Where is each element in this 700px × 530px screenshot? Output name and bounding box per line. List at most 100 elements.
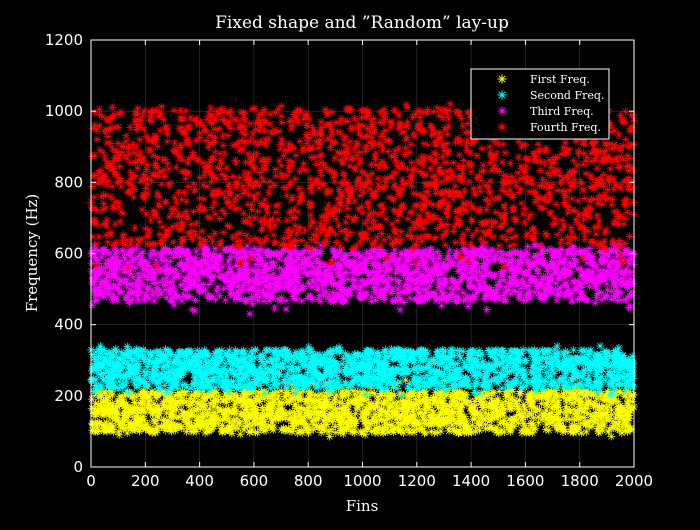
data-point (426, 369, 434, 377)
data-point (98, 391, 106, 399)
data-point (205, 378, 213, 386)
data-point (453, 359, 461, 367)
data-point (285, 416, 293, 424)
data-point (94, 419, 102, 427)
data-point (362, 374, 370, 382)
data-point (410, 373, 418, 381)
data-point (142, 380, 150, 388)
data-point (363, 425, 371, 433)
data-point (585, 398, 593, 406)
data-point (257, 356, 265, 364)
data-point (229, 405, 237, 413)
data-point (232, 384, 240, 392)
data-point (292, 389, 300, 397)
data-point (106, 373, 114, 381)
data-point (334, 381, 342, 389)
data-point (283, 370, 291, 378)
data-point (154, 357, 162, 365)
data-point (475, 346, 483, 354)
data-point (594, 389, 602, 397)
data-point (555, 419, 563, 427)
data-point (210, 399, 218, 407)
data-point (343, 368, 351, 376)
data-point (440, 406, 448, 414)
data-point (160, 403, 168, 411)
data-point (610, 424, 618, 432)
data-point (281, 393, 289, 401)
data-point (255, 376, 263, 384)
data-point (435, 416, 443, 424)
data-point (341, 350, 349, 358)
data-point (595, 412, 603, 420)
data-point (295, 365, 303, 373)
data-point (132, 347, 140, 355)
data-point (143, 371, 151, 379)
data-point (590, 402, 598, 410)
data-point (520, 375, 528, 383)
data-point (268, 356, 276, 364)
data-point (231, 424, 239, 432)
data-point (182, 348, 190, 356)
data-point (101, 423, 109, 431)
data-point (551, 403, 559, 411)
data-point (460, 363, 468, 371)
data-point (508, 420, 516, 428)
data-point (173, 384, 181, 392)
data-point (385, 371, 393, 379)
data-point (134, 355, 142, 363)
data-point (482, 370, 490, 378)
data-point (451, 365, 459, 373)
data-point (487, 394, 495, 402)
data-point (241, 297, 249, 305)
data-point (286, 427, 294, 435)
data-point (126, 421, 134, 429)
data-point (243, 370, 251, 378)
data-point (97, 384, 105, 392)
data-point (569, 382, 577, 390)
data-point (292, 348, 300, 356)
data-point (391, 408, 399, 416)
data-point (331, 359, 339, 367)
data-point (303, 423, 311, 431)
data-point (179, 381, 187, 389)
data-point (435, 368, 443, 376)
data-point (161, 362, 169, 370)
data-point (364, 348, 372, 356)
data-point (118, 397, 126, 405)
data-point (551, 346, 559, 354)
data-point (252, 428, 260, 436)
data-point (623, 379, 631, 387)
data-point (554, 408, 562, 416)
data-point (388, 355, 396, 363)
data-point (531, 376, 539, 384)
data-point (108, 425, 116, 433)
data-point (297, 396, 305, 404)
data-point (544, 347, 552, 355)
data-point (245, 400, 253, 408)
data-point (615, 363, 623, 371)
data-point (378, 406, 386, 414)
data-point (157, 348, 165, 356)
data-point (366, 365, 374, 373)
data-point (349, 428, 357, 436)
data-point (539, 411, 547, 419)
data-point (400, 357, 408, 365)
data-point (236, 430, 244, 438)
data-point (156, 384, 164, 392)
data-point (594, 427, 602, 435)
data-point (457, 354, 465, 362)
data-point (247, 363, 255, 371)
data-point (272, 355, 280, 363)
data-point (437, 427, 445, 435)
data-point (396, 306, 404, 314)
data-point (307, 346, 315, 354)
data-point (384, 428, 392, 436)
data-point (604, 428, 612, 436)
data-point (593, 378, 601, 386)
data-point (213, 360, 221, 368)
data-point (554, 399, 562, 407)
data-point (464, 303, 472, 311)
data-point (238, 363, 246, 371)
data-point (584, 355, 592, 363)
